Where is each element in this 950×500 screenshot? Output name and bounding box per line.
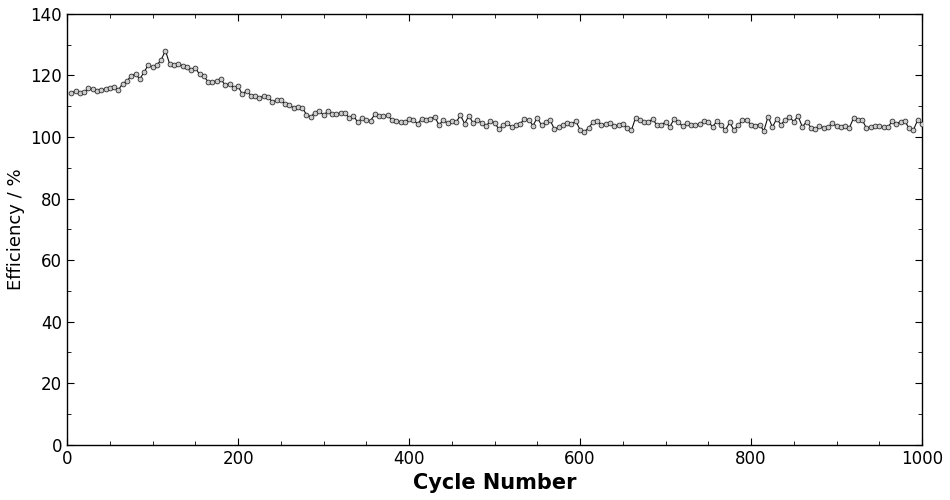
X-axis label: Cycle Number: Cycle Number	[413, 473, 577, 493]
Y-axis label: Efficiency / %: Efficiency / %	[7, 168, 25, 290]
